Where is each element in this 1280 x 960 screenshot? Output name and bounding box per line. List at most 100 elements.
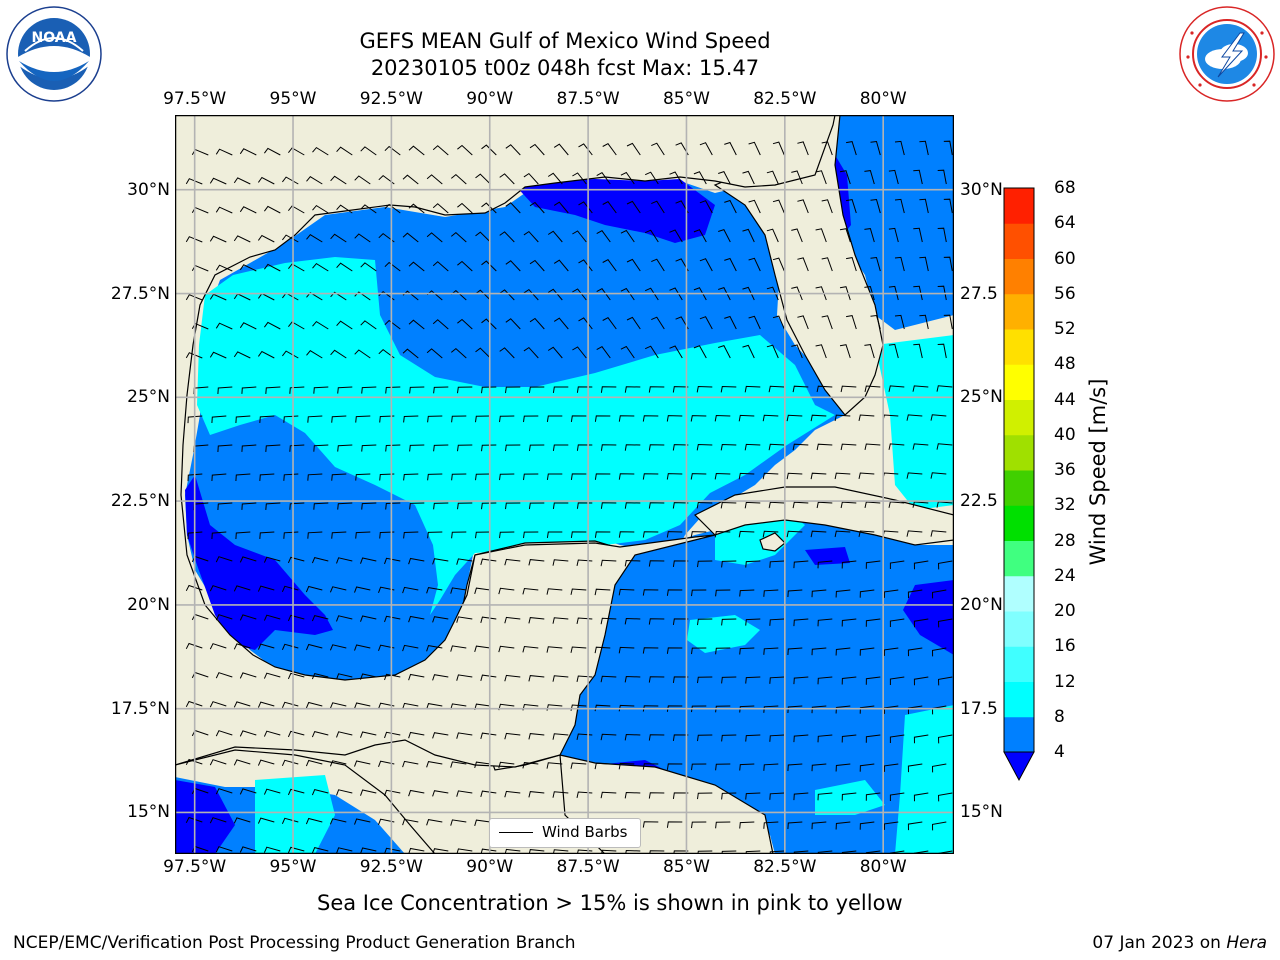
wind-barb [618, 646, 635, 654]
lat-tick-label: 25°N [127, 387, 170, 408]
wind-barb [426, 819, 443, 826]
colorbar-segment [1004, 223, 1034, 259]
wind-barb [402, 174, 419, 185]
wind-barb [791, 286, 803, 301]
wind-barb [894, 256, 905, 272]
isle-of-youth [759, 532, 786, 552]
wind-barb [883, 763, 899, 772]
wind-barb [815, 170, 827, 185]
wind-barb [937, 227, 947, 243]
wind-barb [693, 229, 707, 243]
wind-barb [797, 315, 809, 330]
wind-barb [739, 705, 755, 713]
wind-barb [289, 386, 305, 394]
wind-barb [529, 143, 545, 156]
lat-tick-label: 22.5°N [110, 491, 170, 512]
wind-barb [846, 257, 857, 272]
wind-barb [499, 415, 515, 423]
wind-barb [720, 443, 737, 451]
wind-barb [600, 386, 617, 393]
wind-barb [209, 585, 227, 592]
colorbar-tick-label: 28 [1054, 530, 1076, 551]
wind-barb [931, 647, 947, 657]
wind-barb [644, 171, 659, 185]
wind-barb [329, 644, 347, 651]
wind-barb [257, 234, 275, 243]
wind-barb [697, 734, 713, 742]
atlantic-wind-field [830, 115, 954, 330]
wind-barb [769, 792, 785, 800]
wind-barb [602, 201, 617, 214]
wind-barb [642, 589, 659, 596]
wind-barb [505, 260, 521, 272]
wind-barb [889, 792, 905, 801]
wind-barb [426, 761, 443, 768]
wind-barb [211, 531, 227, 540]
wind-barb [763, 763, 779, 771]
colorbar-segment [1004, 258, 1034, 295]
lat-tick-label: 27.5°N [110, 283, 170, 304]
wind-barb [768, 385, 785, 393]
lat-tick-label: 30°N [960, 179, 1003, 200]
wind-barb [864, 443, 881, 451]
wind-barb [426, 645, 443, 652]
colorbar-tick-label: 4 [1054, 742, 1065, 762]
wind-barb [409, 386, 425, 394]
wind-barb [336, 320, 353, 330]
wind-barb [379, 473, 395, 481]
wind-barb [552, 675, 569, 682]
wind-barb [602, 259, 617, 272]
wind-barb [402, 586, 419, 594]
caribbean-calm-zone-1 [805, 547, 850, 565]
wind-barb [187, 415, 203, 424]
wind-barb [305, 701, 323, 709]
wind-barb [217, 502, 233, 511]
wind-barb [644, 345, 659, 359]
wind-barb [618, 415, 635, 422]
wind-barb [718, 228, 731, 243]
wind-barb [772, 141, 785, 156]
wind-barb [889, 734, 905, 743]
wind-barb [432, 790, 449, 797]
wind-barb [821, 257, 833, 272]
wind-barb [787, 821, 803, 830]
pacific-calm-zone [175, 780, 235, 854]
wind-barb [360, 731, 377, 738]
wind-barb [720, 385, 737, 393]
wind-barb [504, 674, 521, 682]
wind-barb [739, 647, 755, 655]
wind-barb [384, 145, 401, 156]
wind-barb [714, 472, 731, 480]
wind-barb [596, 346, 611, 359]
lat-tick-label: 30°N [127, 179, 170, 200]
wind-barb [336, 673, 353, 680]
wind-barb [666, 647, 683, 654]
wind-barb [528, 791, 545, 798]
wind-barb [433, 386, 449, 394]
wind-barb [618, 531, 635, 538]
wind-barb [810, 530, 827, 538]
wind-barb [745, 850, 761, 854]
wind-barb [185, 816, 203, 824]
wind-barb [378, 818, 395, 825]
colorbar-tick-label: 8 [1054, 706, 1065, 727]
wind-barb [666, 531, 683, 538]
wind-barb [811, 763, 827, 772]
wind-barb [816, 501, 833, 509]
wind-barb [672, 386, 689, 393]
wind-barb [384, 615, 401, 623]
wind-barb [336, 789, 353, 796]
wind-barb [378, 232, 395, 243]
wind-barb [450, 231, 467, 243]
wind-barb [858, 530, 875, 538]
wind-barb [620, 229, 635, 243]
wind-barb [744, 501, 761, 509]
wind-barb [626, 142, 641, 156]
wind-barb [913, 734, 929, 744]
wind-barb [693, 171, 707, 185]
wind-barb [408, 731, 425, 739]
wind-barb [931, 589, 947, 599]
wind-barb [699, 200, 713, 214]
wind-barb [642, 647, 659, 654]
wind-barb [865, 676, 881, 685]
